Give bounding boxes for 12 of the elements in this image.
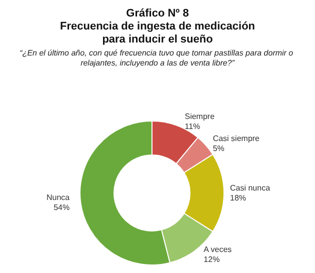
data-label: 54% <box>54 203 70 212</box>
data-label: 18% <box>230 194 246 202</box>
slice-label: Nunca <box>46 193 70 202</box>
chart-subtitle: “¿En el último año, con qué frecuencia tuvo que tomar pastillas para dormir o relajantes, incluyendo a las de venta libre?” <box>20 48 296 68</box>
slice-label: Siempre <box>184 112 216 121</box>
data-label: 12% <box>204 254 220 264</box>
slice-label: Casi siempre <box>212 134 260 143</box>
slice-label: A veces <box>204 244 232 254</box>
chart-title: Gráfico Nº 8 Frecuencia de ingesta de medicación para inducir el sueño <box>60 8 256 46</box>
slice-label: Casi nunca <box>230 184 271 192</box>
data-label: 5% <box>212 144 224 153</box>
data-label: 11% <box>184 122 200 131</box>
